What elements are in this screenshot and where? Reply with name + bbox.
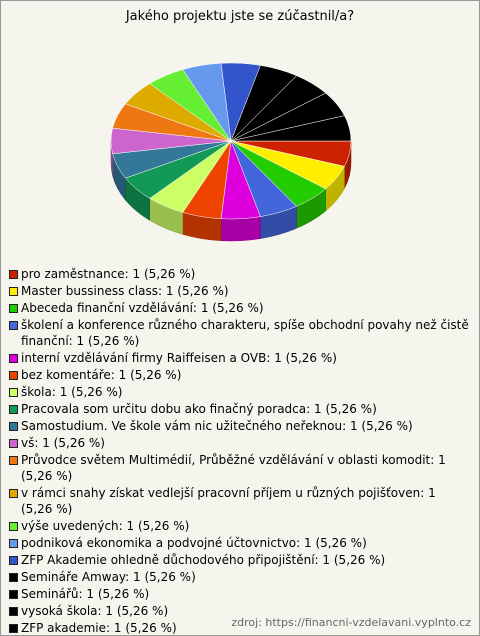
value-label: 1 (5,26 %)	[76, 334, 140, 348]
legend-swatch	[9, 270, 18, 279]
legend-item: výše uvedených: 1 (5,26 %)	[9, 518, 469, 534]
legend-label: v rámci snahy získat vedlejší pracovní p…	[21, 486, 425, 500]
legend-item: Abeceda finanční vzdělávání: 1 (5,26 %)	[9, 300, 469, 316]
legend-label: Seminářů:	[21, 587, 83, 601]
legend-item: vš: 1 (5,26 %)	[9, 435, 469, 451]
legend-label: Pracovala som určitu dobu ako finačný po…	[21, 402, 311, 416]
legend-swatch	[9, 439, 18, 448]
value-label: 1 (5,26 %)	[21, 453, 446, 483]
legend-swatch	[9, 556, 18, 565]
legend-label: ZFP akademie:	[21, 621, 111, 635]
legend-swatch	[9, 624, 18, 633]
legend-item: Seminářů: 1 (5,26 %)	[9, 586, 469, 602]
value-label: 1 (5,26 %)	[126, 519, 190, 533]
legend-label: vš:	[21, 436, 39, 450]
legend-label: vysoká škola:	[21, 604, 102, 618]
legend-item: ZFP Akademie ohledně důchodového připoji…	[9, 552, 469, 568]
legend-item: v rámci snahy získat vedlejší pracovní p…	[9, 485, 469, 517]
legend-item: Pracovala som určitu dobu ako finačný po…	[9, 401, 469, 417]
value-label: 1 (5,26 %)	[59, 385, 123, 399]
value-label: 1 (5,26 %)	[314, 402, 377, 416]
legend-label: bez komentáře:	[21, 368, 115, 382]
chart-title: Jakého projektu jste se zúčastnil/a?	[125, 9, 355, 24]
legend: pro zaměstnance: 1 (5,26 %) Master bussin…	[9, 266, 469, 635]
value-label: 1 (5,26 %)	[349, 419, 413, 433]
legend-swatch	[9, 304, 18, 313]
legend-swatch	[9, 354, 18, 363]
legend-label: Master bussiness class:	[21, 284, 162, 298]
legend-swatch	[9, 422, 18, 431]
legend-label: Semináře Amway:	[21, 570, 130, 584]
pie-slice	[230, 115, 352, 142]
legend-swatch	[9, 590, 18, 599]
slice-side	[220, 216, 261, 242]
legend-label: pro zaměstnance:	[21, 267, 129, 281]
pie-area	[110, 62, 352, 242]
value-label: 1 (5,26 %)	[304, 536, 367, 550]
value-label: 1 (5,26 %)	[113, 621, 177, 635]
legend-swatch	[9, 321, 18, 330]
legend-swatch	[9, 405, 18, 414]
legend-item: pro zaměstnance: 1 (5,26 %)	[9, 266, 469, 282]
value-label: 1 (5,26 %)	[274, 351, 337, 365]
legend-label: škola:	[21, 385, 56, 399]
value-label: 1 (5,26 %)	[105, 604, 169, 618]
legend-swatch	[9, 489, 18, 498]
legend-item: bez komentáře: 1 (5,26 %)	[9, 367, 469, 383]
legend-swatch	[9, 539, 18, 548]
legend-item: Průvodce světem Multimédií, Průběžné vzd…	[9, 452, 469, 484]
legend-label: školení a konference různého charakteru,…	[21, 318, 469, 348]
value-label: 1 (5,26 %)	[132, 267, 196, 281]
legend-label: výše uvedených:	[21, 519, 123, 533]
value-label: 1 (5,26 %)	[118, 368, 182, 382]
value-label: 1 (5,26 %)	[86, 587, 150, 601]
legend-swatch	[9, 456, 18, 465]
legend-item: školení a konference různého charakteru,…	[9, 317, 469, 349]
legend-item: interní vzdělávání firmy Raiffeisen a OV…	[9, 350, 469, 366]
legend-label: podniková ekonomika a podvojné účtovnict…	[21, 536, 301, 550]
value-label: 1 (5,26 %)	[200, 301, 264, 315]
legend-label: Průvodce světem Multimédií, Průběžné vzd…	[21, 453, 435, 467]
legend-item: škola: 1 (5,26 %)	[9, 384, 469, 400]
legend-item: Master bussiness class: 1 (5,26 %)	[9, 283, 469, 299]
value-label: 1 (5,26 %)	[42, 436, 105, 450]
legend-swatch	[9, 388, 18, 397]
legend-swatch	[9, 573, 18, 582]
legend-swatch	[9, 287, 18, 296]
legend-label: Samostudium. Ve škole vám nic užitečného…	[21, 419, 347, 433]
value-label: 1 (5,26 %)	[165, 284, 229, 298]
legend-swatch	[9, 607, 18, 616]
value-label: 1 (5,26 %)	[133, 570, 196, 584]
legend-item: Samostudium. Ve škole vám nic užitečného…	[9, 418, 469, 434]
legend-item: podniková ekonomika a podvojné účtovnict…	[9, 535, 469, 551]
legend-label: ZFP Akademie ohledně důchodového připoji…	[21, 553, 319, 567]
legend-item: ZFP akademie: 1 (5,26 %)	[9, 620, 469, 635]
value-label: 1 (5,26 %)	[21, 486, 436, 516]
legend-swatch	[9, 371, 18, 380]
legend-item: Semináře Amway: 1 (5,26 %)	[9, 569, 469, 585]
legend-label: Abeceda finanční vzdělávání:	[21, 301, 197, 315]
legend-item: vysoká škola: 1 (5,26 %)	[9, 603, 469, 619]
legend-label: interní vzdělávání firmy Raiffeisen a OV…	[21, 351, 271, 365]
legend-swatch	[9, 522, 18, 531]
value-label: 1 (5,26 %)	[322, 553, 386, 567]
source: zdroj: https://financni-vzdelavani.vypln…	[231, 616, 471, 629]
